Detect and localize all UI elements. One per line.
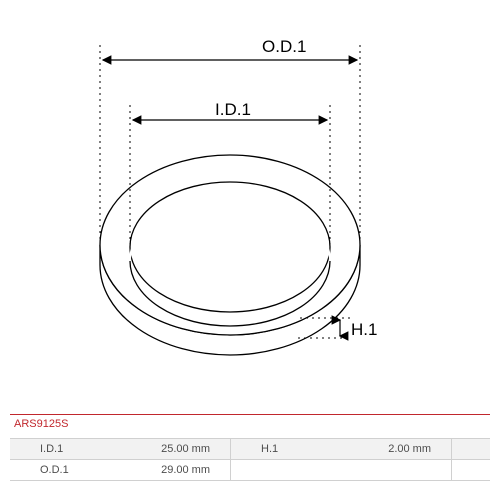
label-od: O.D.1 — [262, 37, 306, 57]
table-row: O.D.1 29.00 mm — [10, 459, 490, 481]
spec-label: H.1 — [231, 443, 331, 455]
cell-divider — [451, 439, 452, 459]
spec-value: 29.00 mm — [110, 464, 230, 476]
label-id: I.D.1 — [215, 100, 251, 120]
spec-value: 2.00 mm — [331, 443, 451, 455]
spec-label: O.D.1 — [10, 464, 110, 476]
divider-bar — [10, 414, 490, 415]
table-row: I.D.1 25.00 mm H.1 2.00 mm — [10, 438, 490, 459]
spec-label: I.D.1 — [10, 443, 110, 455]
spec-table: I.D.1 25.00 mm H.1 2.00 mm O.D.1 29.00 m… — [10, 438, 490, 481]
part-number: ARS9125S — [14, 418, 68, 430]
spec-value: 25.00 mm — [110, 443, 230, 455]
technical-diagram: O.D.1 I.D.1 H.1 — [0, 0, 500, 400]
cell-divider — [230, 460, 231, 480]
label-h: H.1 — [351, 320, 377, 340]
cell-divider — [451, 460, 452, 480]
